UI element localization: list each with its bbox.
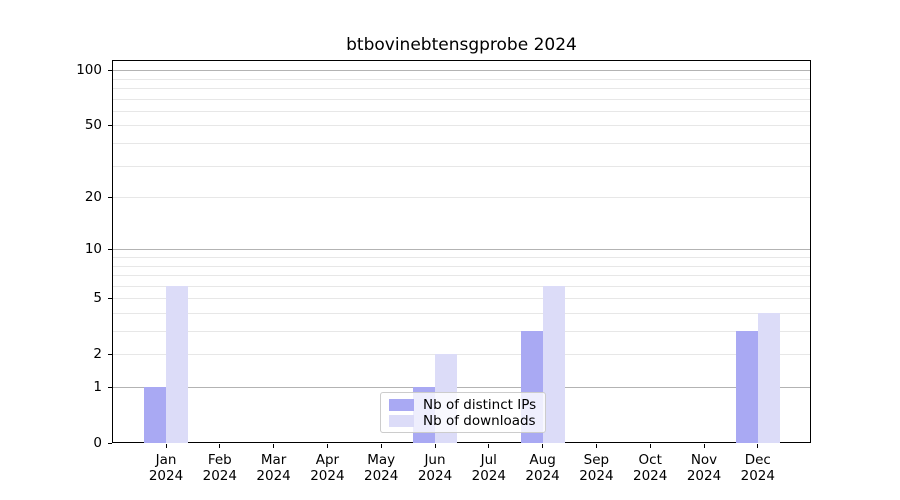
x-tick-label-mar: Mar 2024: [256, 452, 291, 484]
legend-swatch-distinct-ips: [389, 399, 414, 411]
legend-item-downloads: Nb of downloads: [389, 413, 537, 429]
y-tick-2: [108, 353, 112, 355]
x-tick-label-may: May 2024: [364, 452, 399, 484]
x-tick-label-jan: Jan 2024: [148, 452, 184, 484]
gridline-minor-7: [113, 275, 810, 277]
y-tick-0: [108, 442, 112, 444]
y-tick-label-1: 1: [93, 379, 102, 395]
x-tick-may: [380, 444, 382, 448]
x-tick-label-aug: Aug 2024: [525, 452, 560, 484]
y-tick-label-50: 50: [84, 117, 102, 134]
x-tick-jun: [434, 444, 436, 448]
gridline-major-10: [113, 249, 810, 251]
y-tick-50: [108, 124, 112, 126]
gridline-minor-20: [113, 197, 810, 199]
x-tick-label-apr: Apr 2024: [310, 452, 345, 484]
x-tick-label-nov: Nov 2024: [686, 452, 722, 484]
plot-area: [112, 60, 811, 443]
x-tick-label-feb: Feb 2024: [202, 452, 237, 484]
y-tick-label-5: 5: [93, 290, 102, 307]
x-tick-label-jun: Jun 2024: [417, 452, 453, 484]
x-tick-sep: [595, 444, 597, 448]
legend-swatch-downloads: [389, 415, 414, 427]
y-tick-label-10: 10: [84, 241, 102, 258]
x-tick-dec: [757, 444, 759, 448]
legend-label-downloads: Nb of downloads: [423, 413, 536, 429]
x-tick-jul: [488, 444, 490, 448]
bar-ips-dec: [735, 331, 758, 443]
gridline-minor-90: [113, 78, 810, 80]
y-tick-10: [108, 248, 112, 250]
bar-ips-jan: [144, 387, 166, 443]
gridline-minor-2: [113, 354, 810, 356]
y-tick-label-100: 100: [76, 62, 102, 79]
legend: Nb of distinct IPs Nb of downloads: [380, 392, 546, 433]
x-tick-mar: [273, 444, 275, 448]
y-tick-1: [108, 386, 112, 388]
y-tick-20: [108, 196, 112, 198]
x-tick-oct: [649, 444, 651, 448]
chart-title: btbovinebtensgprobe 2024: [346, 35, 577, 55]
bar-downloads-aug: [542, 285, 565, 443]
gridline-minor-70: [113, 98, 810, 100]
gridline-minor-50: [113, 125, 810, 127]
x-tick-jan: [165, 444, 167, 448]
y-tick-5: [108, 297, 112, 299]
gridline-minor-40: [113, 143, 810, 145]
x-tick-feb: [219, 444, 221, 448]
x-tick-label-jul: Jul 2024: [471, 452, 506, 484]
gridline-minor-60: [113, 110, 810, 112]
y-tick-label-2: 2: [93, 346, 102, 363]
y-tick-label-20: 20: [84, 189, 102, 206]
gridline-major-1: [113, 387, 810, 388]
bar-downloads-jan: [166, 285, 188, 443]
x-tick-label-oct: Oct 2024: [633, 452, 668, 484]
legend-label-distinct-ips: Nb of distinct IPs: [423, 397, 537, 413]
gridline-minor-9: [113, 257, 810, 258]
gridline-minor-3: [113, 331, 810, 333]
gridline-minor-6: [113, 285, 810, 287]
x-tick-aug: [542, 444, 544, 448]
gridline-minor-80: [113, 88, 810, 90]
gridline-minor-30: [113, 165, 810, 167]
x-tick-label-dec: Dec 2024: [740, 452, 775, 484]
gridline-minor-4: [113, 312, 810, 314]
gridline-major-100: [113, 70, 810, 72]
x-tick-apr: [326, 444, 328, 448]
bar-downloads-dec: [757, 312, 780, 443]
x-tick-label-sep: Sep 2024: [579, 452, 614, 484]
legend-item-distinct-ips: Nb of distinct IPs: [389, 397, 537, 413]
y-tick-label-0: 0: [93, 435, 102, 451]
gridline-minor-8: [113, 265, 810, 267]
y-tick-100: [108, 69, 112, 71]
x-tick-nov: [703, 444, 705, 448]
gridline-minor-5: [113, 298, 810, 300]
